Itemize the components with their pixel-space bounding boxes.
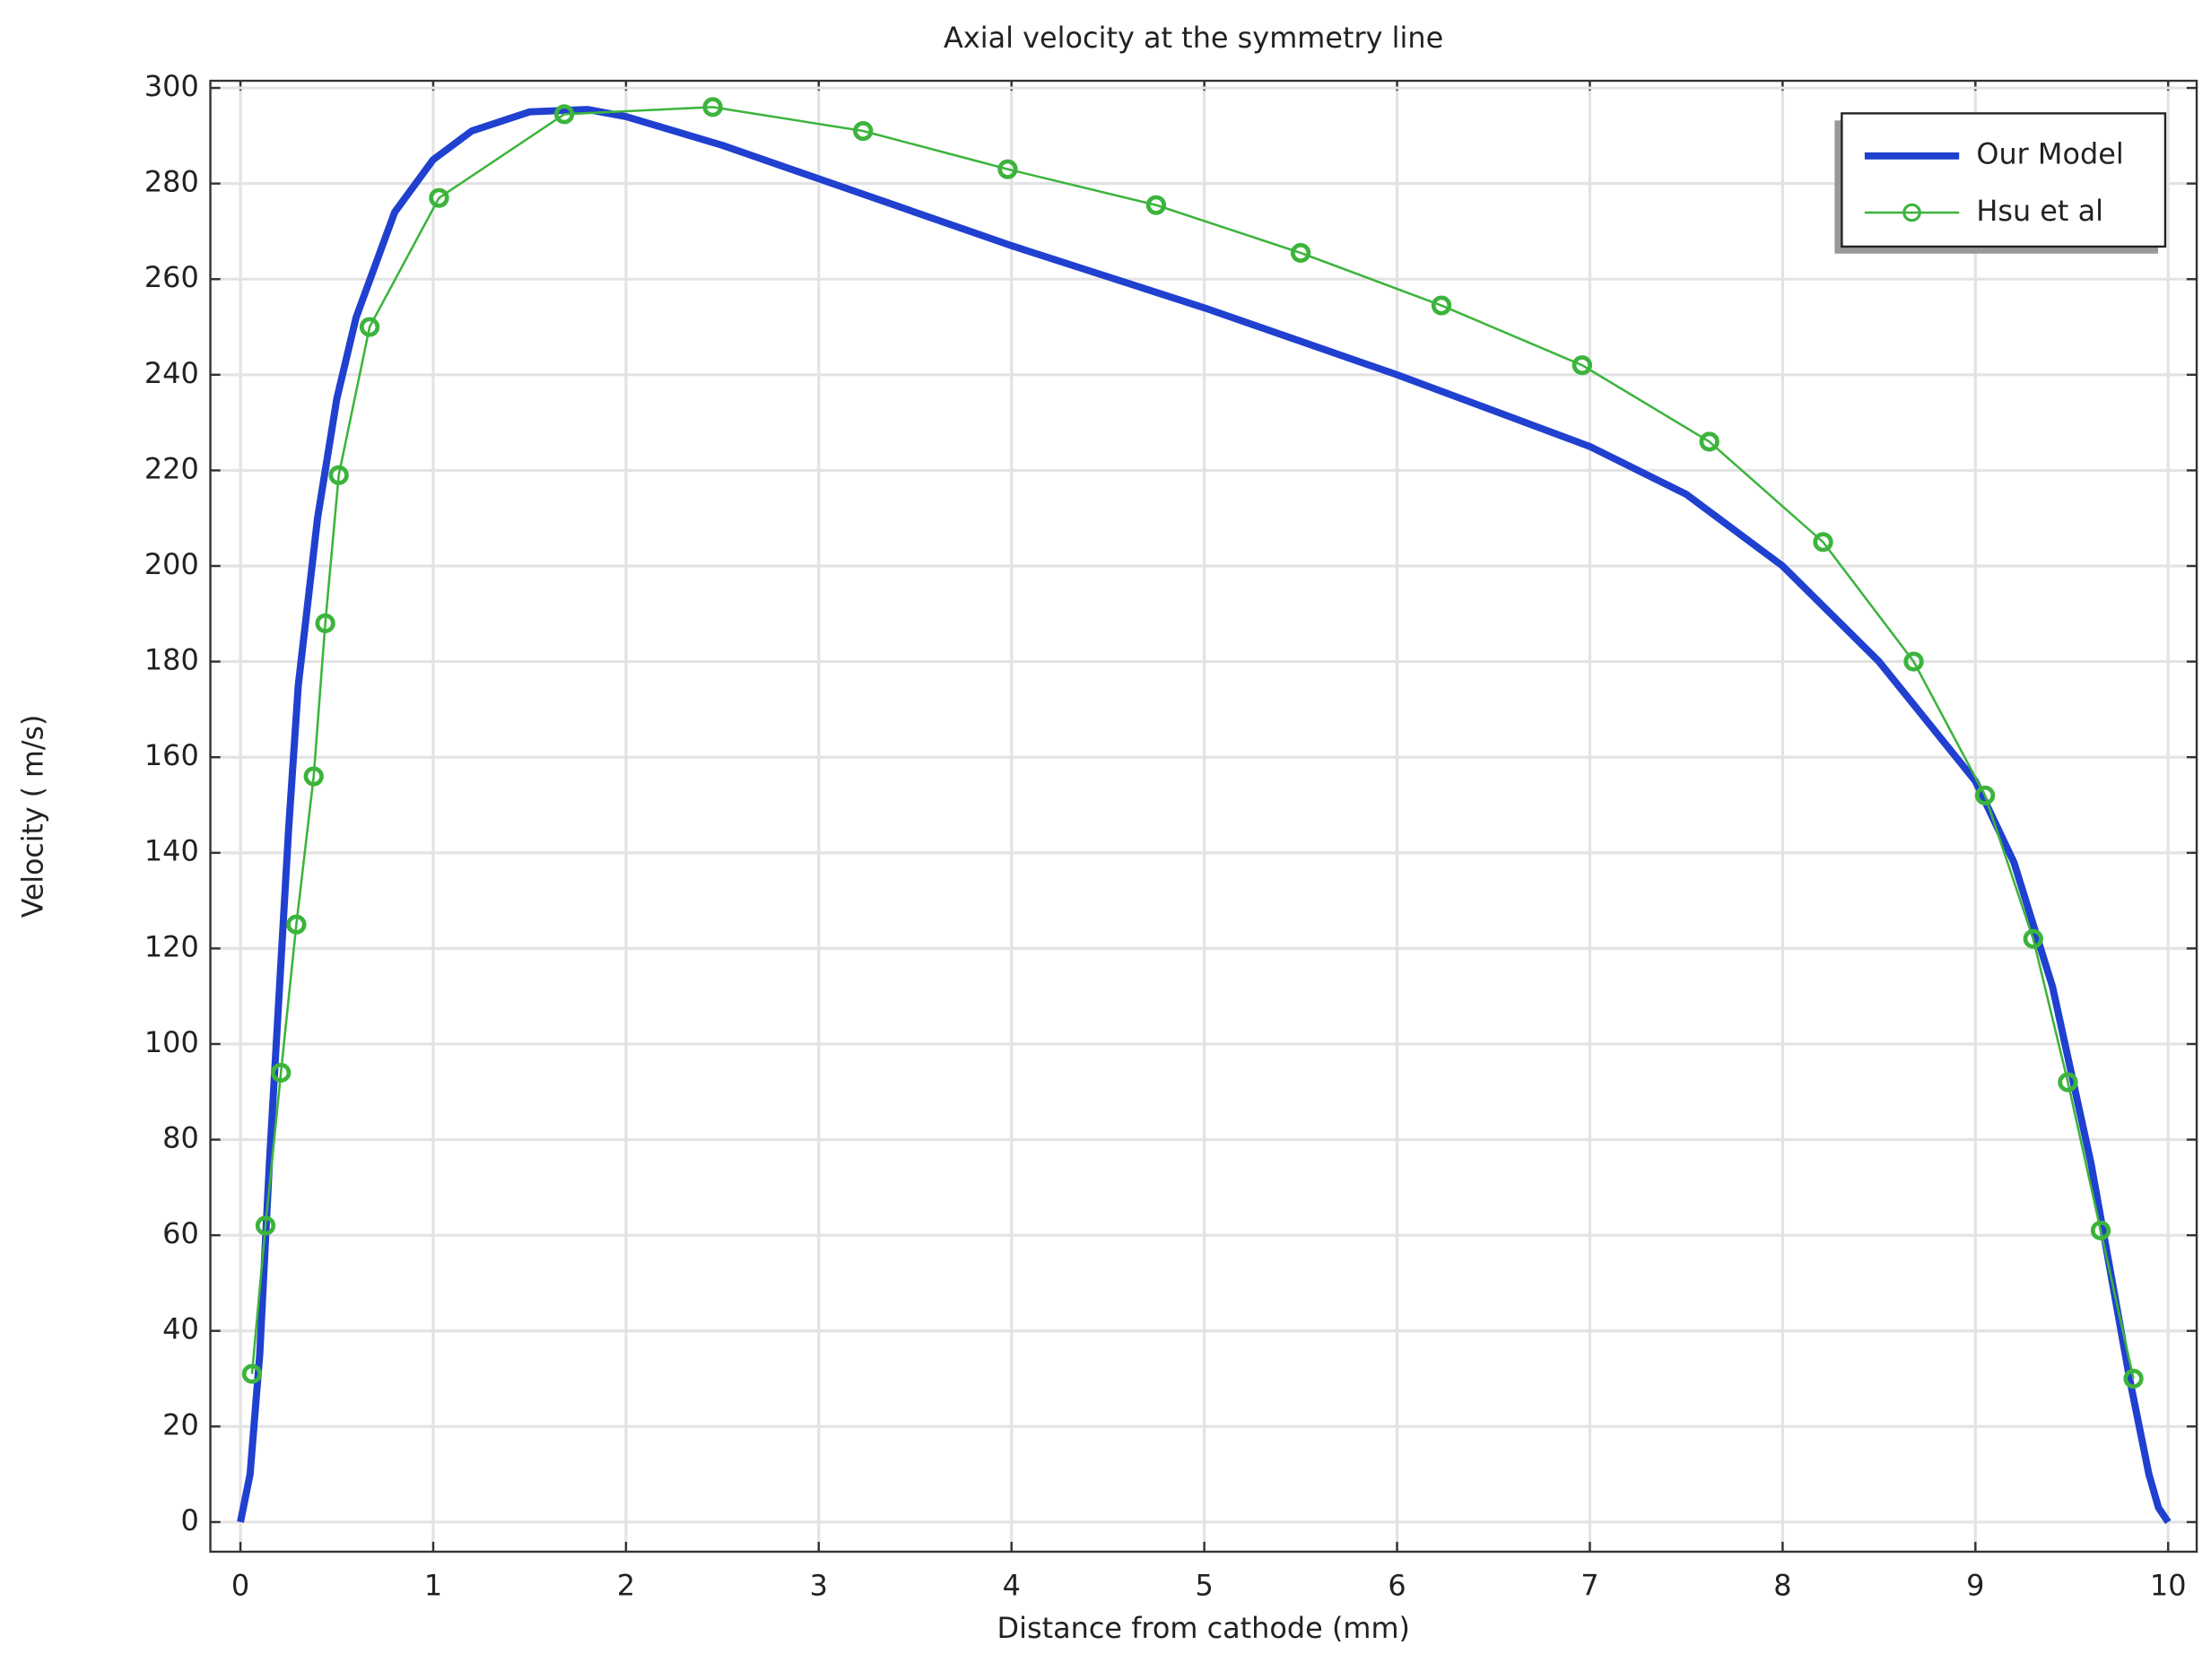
x-tick-label: 0 <box>231 1571 249 1603</box>
y-tick-label: 200 <box>144 549 199 581</box>
data-point <box>271 1062 292 1084</box>
chart-title: Axial velocity at the symmetry line <box>944 22 1443 55</box>
data-point <box>1145 195 1167 215</box>
data-point <box>553 104 575 125</box>
x-tick-label: 1 <box>424 1571 442 1603</box>
data-point <box>1903 651 1924 672</box>
y-tick-label: 140 <box>144 836 199 868</box>
data-point <box>853 120 874 142</box>
y-tick-label: 180 <box>144 645 199 677</box>
y-tick-label: 260 <box>144 262 199 294</box>
y-tick-label: 300 <box>144 71 199 103</box>
y-tick-label: 220 <box>144 454 199 486</box>
x-tick-label: 9 <box>1966 1571 1984 1603</box>
data-point <box>286 914 307 935</box>
x-axis-label: Distance from cathode (mm) <box>997 1613 1410 1645</box>
data-point <box>2123 1368 2144 1389</box>
y-tick-label: 80 <box>162 1123 199 1155</box>
data-point <box>1431 295 1452 316</box>
legend-label: Hsu et al <box>1976 196 2103 228</box>
y-tick-label: 280 <box>144 167 199 199</box>
x-tick-label: 8 <box>1773 1571 1791 1603</box>
x-tick-label: 10 <box>2150 1571 2187 1603</box>
data-point <box>1571 355 1593 376</box>
y-tick-label: 120 <box>144 931 199 963</box>
data-point <box>315 613 335 634</box>
data-point <box>359 317 380 337</box>
data-point <box>702 97 723 118</box>
data-point <box>2090 1220 2111 1240</box>
y-tick-label: 0 <box>180 1505 198 1537</box>
x-tick-label: 6 <box>1388 1571 1406 1603</box>
series-line <box>250 106 2135 1380</box>
data-point <box>1290 242 1311 263</box>
data-point <box>328 465 349 485</box>
x-tick-label: 7 <box>1580 1571 1598 1603</box>
data-point <box>255 1215 276 1236</box>
data-point <box>2058 1072 2078 1092</box>
x-tick-label: 3 <box>810 1571 828 1603</box>
data-point <box>2023 928 2043 949</box>
data-point <box>429 187 449 208</box>
data-point <box>1813 532 1833 553</box>
legend-marker <box>1902 203 1921 222</box>
y-tick-label: 20 <box>162 1409 199 1441</box>
legend-box <box>1841 112 2167 248</box>
legend-label: Our Model <box>1976 139 2123 171</box>
y-tick-label: 240 <box>144 358 199 390</box>
data-point <box>303 766 324 787</box>
plot-frame <box>209 79 2198 1554</box>
data-point <box>1699 431 1719 452</box>
y-tick-label: 100 <box>144 1027 199 1059</box>
y-tick-label: 160 <box>144 740 199 772</box>
data-point <box>241 1363 263 1384</box>
y-axis-label: Velocity ( m/s) <box>17 715 49 918</box>
data-point <box>997 159 1018 179</box>
data-point <box>1974 785 1996 805</box>
y-tick-label: 40 <box>162 1314 199 1346</box>
x-tick-label: 2 <box>617 1571 635 1603</box>
y-tick-label: 60 <box>162 1218 199 1250</box>
x-tick-label: 4 <box>1003 1571 1021 1603</box>
series-line <box>237 106 2172 1525</box>
x-tick-label: 5 <box>1195 1571 1213 1603</box>
